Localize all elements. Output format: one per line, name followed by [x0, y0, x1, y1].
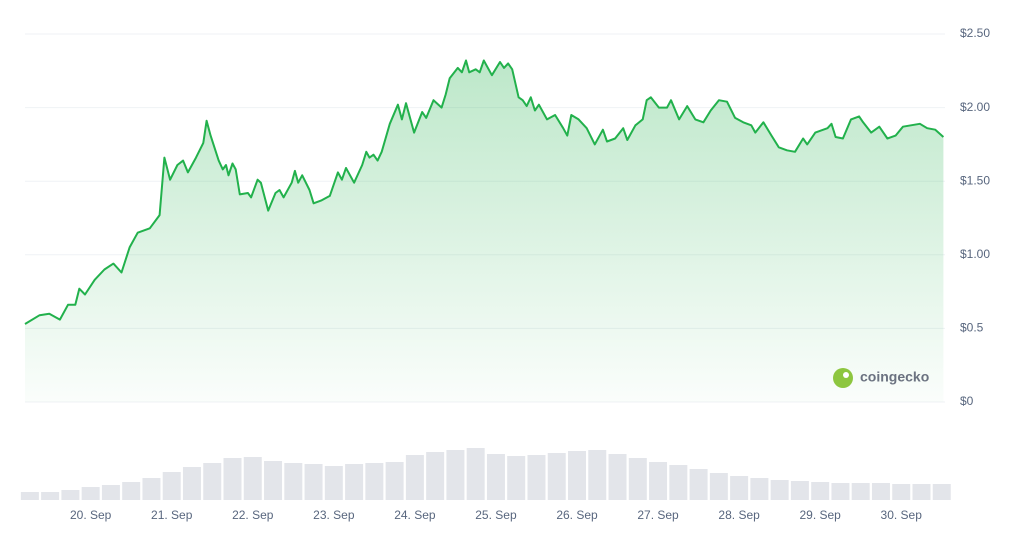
volume-bar	[264, 461, 283, 500]
area-fill	[25, 60, 944, 402]
volume-bar	[831, 483, 850, 500]
price-line	[24, 59, 945, 325]
volume-bar	[142, 478, 161, 500]
x-tick-label: 20. Sep	[70, 508, 112, 522]
volume-bar	[486, 454, 505, 500]
volume-bar	[527, 455, 546, 500]
volume-bar	[405, 455, 424, 500]
volume-bar	[345, 464, 364, 500]
volume-bar	[365, 463, 384, 500]
volume-bar	[547, 453, 566, 500]
volume-bar	[568, 451, 586, 500]
volume-bar	[20, 492, 39, 500]
x-tick-label: 22. Sep	[232, 508, 274, 522]
volume-bar	[304, 464, 323, 500]
volume-bar	[426, 452, 445, 500]
volume-bar	[101, 485, 120, 500]
y-tick-label: $1.00	[960, 247, 990, 261]
volume-bar	[41, 492, 60, 500]
volume-bar	[790, 481, 809, 500]
volume-bar	[689, 469, 708, 500]
y-tick-label: $1.50	[960, 173, 990, 187]
x-tick-label: 24. Sep	[394, 508, 436, 522]
volume-bar	[932, 484, 951, 500]
volume-bar	[385, 462, 404, 500]
x-tick-label: 29. Sep	[799, 508, 841, 522]
volume-bar	[466, 448, 485, 500]
volume-bar	[669, 465, 688, 500]
volume-bar	[81, 487, 100, 500]
watermark-logo	[833, 368, 853, 388]
y-tick-label: $2.50	[960, 26, 990, 40]
x-tick-label: 28. Sep	[718, 508, 760, 522]
y-tick-label: $0	[960, 394, 974, 408]
y-tick-label: $2.00	[960, 100, 990, 114]
volume-bar	[324, 466, 343, 500]
y-tick-label: $0.5	[960, 321, 984, 335]
volume-bar	[203, 463, 222, 500]
volume-bar	[811, 482, 830, 500]
x-tick-label: 25. Sep	[475, 508, 517, 522]
volume-bar	[871, 483, 890, 500]
volume-bar	[588, 450, 607, 500]
watermark-logo-eye	[843, 372, 849, 378]
volume-bar	[628, 458, 647, 500]
volume-bar	[709, 473, 728, 500]
volume-bar	[750, 478, 769, 500]
volume-bar	[649, 462, 668, 500]
volume-bar	[608, 454, 627, 500]
x-tick-label: 21. Sep	[151, 508, 193, 522]
volume-bar	[182, 467, 201, 500]
volume-bar	[162, 472, 181, 500]
x-tick-label: 26. Sep	[556, 508, 598, 522]
volume-bar	[122, 482, 141, 500]
volume-bar	[507, 456, 526, 500]
volume-bar	[284, 463, 303, 500]
volume-bar	[223, 458, 242, 500]
volume-bar	[730, 476, 749, 500]
volume-bar	[61, 490, 80, 500]
volume-bar	[851, 483, 870, 500]
x-tick-label: 30. Sep	[881, 508, 923, 522]
watermark-text: coingecko	[860, 369, 929, 385]
volume-bar	[770, 480, 789, 500]
volume-bar	[243, 457, 262, 500]
x-tick-label: 27. Sep	[637, 508, 679, 522]
volume-bar	[892, 484, 911, 500]
volume-bar	[912, 484, 931, 500]
watermark: coingecko	[833, 368, 929, 388]
volume-bar	[446, 450, 465, 500]
x-tick-label: 23. Sep	[313, 508, 355, 522]
